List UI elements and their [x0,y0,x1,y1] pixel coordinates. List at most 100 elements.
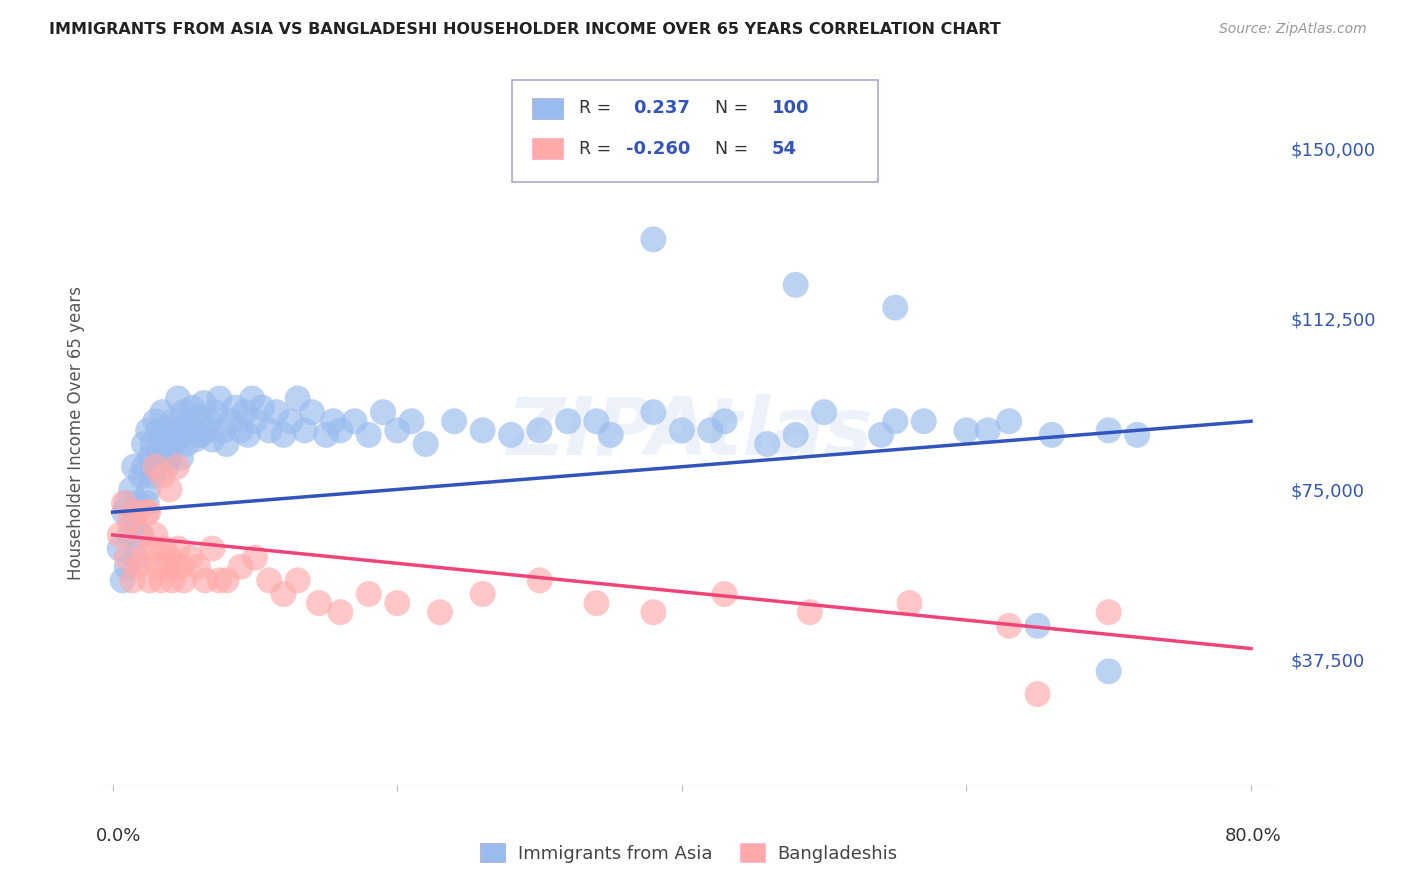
Point [229,423,252,437]
Point [585,596,607,610]
Point [141,468,163,483]
Point [785,428,807,442]
Point [643,405,665,419]
Point [671,423,693,437]
Point [1098,423,1121,437]
Point [159,450,181,465]
FancyBboxPatch shape [531,138,562,159]
Point [129,528,152,542]
Point [813,405,835,419]
Point [129,468,152,483]
Point [194,574,217,588]
Point [785,277,807,292]
Point [243,550,266,565]
Point [143,459,166,474]
Point [173,428,195,442]
Point [1026,687,1049,701]
Point [166,423,188,437]
Point [122,459,145,474]
Point [118,514,141,528]
Point [152,468,174,483]
Point [357,587,380,601]
Point [122,514,145,528]
Point [190,428,212,442]
Text: IMMIGRANTS FROM ASIA VS BANGLADESHI HOUSEHOLDER INCOME OVER 65 YEARS CORRELATION: IMMIGRANTS FROM ASIA VS BANGLADESHI HOUS… [49,22,1001,37]
Point [115,550,138,565]
Point [357,428,380,442]
Point [401,414,423,428]
Point [229,559,252,574]
Point [1026,619,1049,633]
Point [884,414,907,428]
Point [115,559,138,574]
Point [143,528,166,542]
Point [156,559,179,574]
Point [180,550,202,565]
Point [108,541,131,556]
Point [329,605,352,619]
Point [643,232,665,246]
Point [148,423,170,437]
Point [322,414,344,428]
Point [387,596,409,610]
Point [287,574,309,588]
Point [599,428,621,442]
Text: 80.0%: 80.0% [1225,827,1282,846]
Point [219,414,242,428]
Point [387,423,409,437]
Point [149,446,172,460]
Point [415,437,437,451]
Text: 100: 100 [772,100,808,118]
Point [124,550,146,565]
Point [195,423,218,437]
Text: R =: R = [579,100,617,118]
Point [236,428,259,442]
Point [166,459,188,474]
Text: R =: R = [579,140,617,158]
FancyBboxPatch shape [512,80,877,183]
Point [124,505,146,519]
Point [273,587,295,601]
Point [135,505,157,519]
Point [176,437,198,451]
Point [198,414,221,428]
Point [173,574,195,588]
Point [201,433,224,447]
Point [204,405,226,419]
Point [257,423,280,437]
Point [127,559,149,574]
Point [977,423,1000,437]
Point [152,405,174,419]
Y-axis label: Householder Income Over 65 years: Householder Income Over 65 years [66,285,84,580]
Point [152,437,174,451]
Point [132,437,155,451]
Point [471,423,494,437]
Point [120,483,142,497]
Point [155,423,177,437]
Point [1098,605,1121,619]
Point [112,505,135,519]
Point [699,423,721,437]
Legend: Immigrants from Asia, Bangladeshis: Immigrants from Asia, Bangladeshis [472,837,905,870]
Point [557,414,579,428]
Point [111,574,134,588]
Point [159,550,181,565]
Point [429,605,451,619]
Point [294,423,316,437]
Text: 0.0%: 0.0% [96,827,142,846]
Text: -0.260: -0.260 [626,140,690,158]
Point [273,428,295,442]
Point [132,459,155,474]
Point [163,437,186,451]
Point [1040,428,1063,442]
Point [1098,665,1121,679]
Point [112,496,135,510]
Point [329,423,352,437]
Point [141,437,163,451]
Text: ZIPAtlas: ZIPAtlas [506,393,872,472]
Point [180,423,202,437]
Point [756,437,779,451]
Text: N =: N = [714,140,754,158]
Point [187,409,209,424]
Point [713,587,735,601]
